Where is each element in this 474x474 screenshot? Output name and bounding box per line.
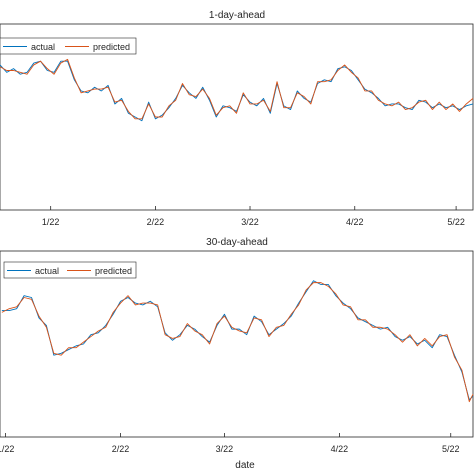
chart-title: 30-day-ahead <box>206 237 268 248</box>
legend-label-predicted: predicted <box>95 266 132 276</box>
legend-label-actual: actual <box>31 42 55 52</box>
x-tick-label: 3/22 <box>241 217 259 227</box>
x-tick-label: 1/22 <box>0 444 14 454</box>
series-line-predicted <box>0 58 474 120</box>
plot-area-frame <box>0 250 474 438</box>
legend-label-predicted: predicted <box>93 42 130 52</box>
legend: actual predicted <box>3 261 137 279</box>
legend: actual predicted <box>0 37 137 55</box>
x-tick-label: 2/22 <box>112 444 130 454</box>
x-tick-label: 5/22 <box>447 217 465 227</box>
x-tick-label: 5/22 <box>442 444 460 454</box>
x-axis-label: date <box>235 460 255 471</box>
series-line-actual <box>1 280 474 401</box>
chart-panel-1-day-ahead: 1-day-ahead 1/22 2/22 3/22 4/22 5/22 actual … <box>0 10 474 227</box>
chart-title: 1-day-ahead <box>209 10 265 21</box>
x-tick-label: 4/22 <box>331 444 349 454</box>
series-line-actual <box>0 60 474 122</box>
legend-label-actual: actual <box>35 266 59 276</box>
plot-area-frame <box>0 23 474 211</box>
x-tick-label: 2/22 <box>147 217 165 227</box>
x-tick-label: 1/22 <box>42 217 60 227</box>
series-line-predicted <box>1 282 474 403</box>
x-tick-label: 3/22 <box>216 444 234 454</box>
x-tick-label: 4/22 <box>346 217 364 227</box>
chart-panel-30-day-ahead: 30-day-ahead 1/22 2/22 3/22 4/22 5/22 actual… <box>0 237 474 471</box>
